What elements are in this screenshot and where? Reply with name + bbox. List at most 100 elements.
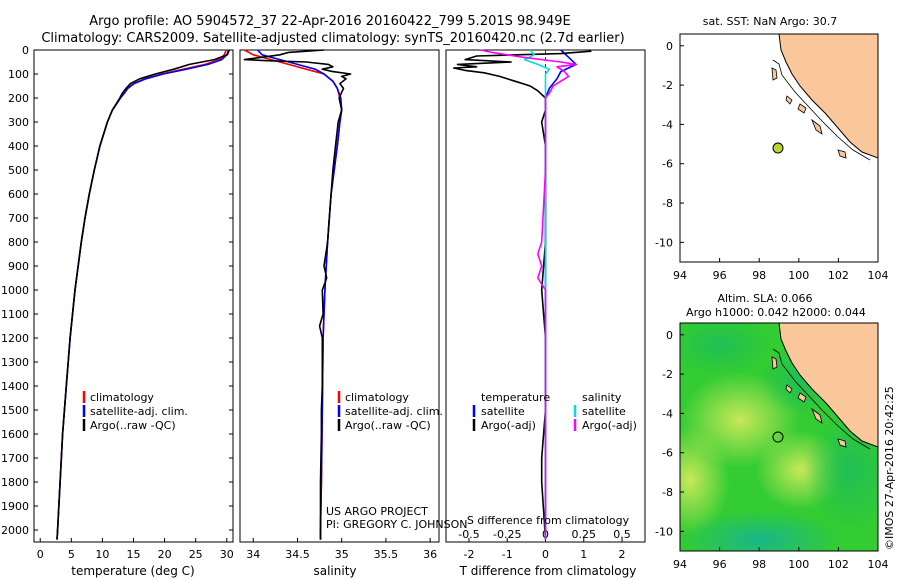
lat-tick-label: -4 <box>662 407 673 420</box>
lon-tick-label: 102 <box>828 558 849 571</box>
x-tick-label: -1 <box>502 548 513 561</box>
depth-tick-label: 900 <box>8 260 29 273</box>
depth-tick-label: 1400 <box>1 380 29 393</box>
t-difference-xlabel: T difference from climatology <box>459 564 637 578</box>
x-tick-label: -2 <box>463 548 474 561</box>
lat-tick-label: -10 <box>655 525 673 538</box>
lat-tick-label: -4 <box>662 118 673 131</box>
x-tick-label: 36 <box>423 548 437 561</box>
depth-tick-label: 0 <box>22 44 29 57</box>
series-argo-raw-qc <box>56 49 231 540</box>
depth-tick-label: 500 <box>8 164 29 177</box>
difference-panel: -2 -1 0 1 2-0.5 -0.25 0 0.25 0.5 T difference fr… <box>445 49 646 578</box>
salinity-series <box>243 49 352 540</box>
x-tick-label: 10 <box>95 548 109 561</box>
series-satellite-adj-clim <box>257 49 343 540</box>
island-simeulue <box>771 356 778 370</box>
depth-tick-label: 2000 <box>1 524 29 537</box>
lon-tick-label: 94 <box>673 558 687 571</box>
depth-tick-label: 600 <box>8 188 29 201</box>
legend-satellite-label: satellite-adj. clim. <box>345 405 443 418</box>
island-simeulue <box>771 67 778 81</box>
lon-tick-label: 96 <box>713 558 727 571</box>
sla-map-title: Altim. SLA: 0.066 <box>717 292 812 305</box>
legend-argo-label: Argo(..raw -QC) <box>90 419 176 432</box>
difference-legend-temperature: temperature satellite Argo(-adj) <box>472 391 550 432</box>
x-tick-label: 0 <box>37 548 44 561</box>
pi-credit: PI: GREGORY C. JOHNSON <box>326 518 467 531</box>
temperature-frame <box>33 49 234 543</box>
depth-ticks: 0 100 200 300 400 500 600 700 800 900 1000 1100 1200… <box>1 44 233 537</box>
lat-tick-label: -2 <box>662 79 673 92</box>
sla-high-anomaly <box>680 425 730 535</box>
x-tick-label: 25 <box>189 548 203 561</box>
sla-low-anomaly <box>805 410 878 530</box>
s-tick-label: 0.25 <box>572 528 597 541</box>
x-tick-label: 20 <box>158 548 172 561</box>
difference-legend-salinity: salinity satellite Argo(-adj) <box>573 391 637 432</box>
x-tick-label: 34 <box>246 548 260 561</box>
sumatra-landmass <box>778 34 878 159</box>
island-enggano <box>837 149 847 159</box>
figure-title-line1: Argo profile: AO 5904572_37 22-Apr-2016 … <box>89 14 570 29</box>
depth-tick-label: 1700 <box>1 452 29 465</box>
series-satellite-adj-clim <box>56 49 230 540</box>
lat-tick-label: 0 <box>666 40 673 53</box>
sumatra-landmass <box>778 323 878 448</box>
depth-tick-label: 1300 <box>1 356 29 369</box>
island-batu <box>797 392 807 403</box>
depth-tick-label: 1600 <box>1 428 29 441</box>
legend-t-argo-label: Argo(-adj) <box>481 419 536 432</box>
lon-tick-label: 104 <box>868 558 889 571</box>
project-credit: US ARGO PROJECT <box>326 505 428 518</box>
island-nias <box>785 384 793 394</box>
s-tick-label: 0.5 <box>613 528 631 541</box>
argo-float-marker <box>772 431 784 443</box>
series-climatology <box>56 49 227 540</box>
difference-ticks: -2 -1 0 1 2-0.5 -0.25 0 0.25 0.5 <box>458 50 631 561</box>
lat-tick-label: -8 <box>662 486 673 499</box>
series-argo-raw-qc <box>243 49 352 540</box>
figure-title-line2: Climatology: CARS2009. Satellite-adjuste… <box>41 31 624 46</box>
island-siberut <box>811 118 823 135</box>
lat-tick-label: -8 <box>662 197 673 210</box>
depth-tick-label: 200 <box>8 92 29 105</box>
island-batu <box>797 103 807 114</box>
x-tick-label: 35.5 <box>374 548 399 561</box>
island-siberut <box>811 407 823 424</box>
x-tick-label: 30 <box>220 548 234 561</box>
legend-salinity-title: salinity <box>582 391 622 404</box>
sst-map: sat. SST: NaN Argo: 30.7 94 96 98 100 102 104… <box>655 15 888 282</box>
temperature-xlabel: temperature (deg C) <box>71 564 194 578</box>
x-tick-label: 34.5 <box>285 548 310 561</box>
depth-tick-label: 100 <box>8 68 29 81</box>
sla-map-frame <box>679 322 879 552</box>
sla-teal-anomaly <box>680 510 840 551</box>
salinity-xlabel: salinity <box>313 564 356 578</box>
bathymetry-contour <box>772 59 871 161</box>
series-t-satellite <box>544 49 577 540</box>
depth-tick-label: 1500 <box>1 404 29 417</box>
legend-satellite-label: satellite-adj. clim. <box>90 405 188 418</box>
legend-climatology-label: climatology <box>345 391 409 404</box>
depth-tick-label: 1800 <box>1 476 29 489</box>
legend-climatology-label: climatology <box>90 391 154 404</box>
legend-argo-label: Argo(..raw -QC) <box>345 419 431 432</box>
temperature-legend: climatology satellite-adj. clim. Argo(..… <box>82 391 188 432</box>
temperature-panel: 0100200300400500600700800900100011001200… <box>1 44 234 578</box>
lon-tick-label: 104 <box>868 269 889 282</box>
lon-tick-label: 98 <box>752 269 766 282</box>
sla-map-subtitle: Argo h1000: 0.042 h2000: 0.044 <box>686 306 866 319</box>
depth-tick-label: 1000 <box>1 284 29 297</box>
bathymetry-contour <box>772 348 871 450</box>
lat-tick-label: -6 <box>662 158 673 171</box>
x-tick-label: 5 <box>68 548 75 561</box>
temperature-series <box>56 49 231 540</box>
lon-tick-label: 102 <box>828 269 849 282</box>
s-tick-label: -0.25 <box>493 528 521 541</box>
legend-s-argo-label: Argo(-adj) <box>582 419 637 432</box>
depth-tick-label: 700 <box>8 212 29 225</box>
legend-t-satellite-label: satellite <box>481 405 525 418</box>
x-tick-label: 35 <box>335 548 349 561</box>
